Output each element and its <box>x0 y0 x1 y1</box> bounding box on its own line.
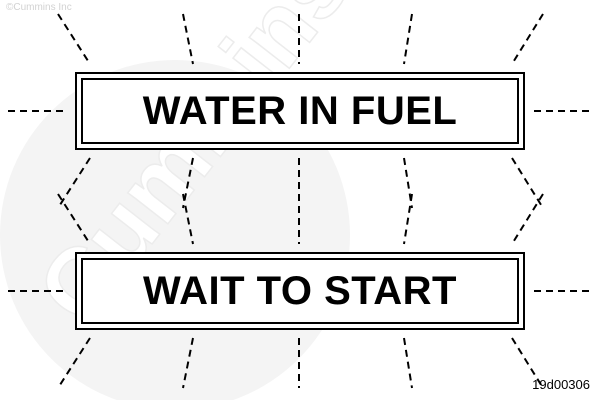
figure-id-label: 19d00306 <box>532 377 590 392</box>
panel-1-ray-top-right <box>403 13 413 65</box>
panel-2-ray-top-far-right <box>511 193 544 245</box>
panel-1-ray-bottom-far-right <box>511 157 544 209</box>
wait-to-start-label: WAIT TO START <box>143 268 457 313</box>
wait-to-start-indicator-frame: WAIT TO START <box>81 258 519 324</box>
panel-1-ray-bottom-far-left <box>57 157 91 209</box>
panel-2-ray-bottom-far-left <box>57 337 91 389</box>
panel-1-ray-top-far-right <box>511 13 544 65</box>
water-in-fuel-indicator-frame: WATER IN FUEL <box>81 78 519 144</box>
panel-1-ray-top-far-left <box>57 13 91 65</box>
panel-2-ray-top-right <box>403 193 413 245</box>
copyright-notice: ©Cummins Inc <box>6 2 72 13</box>
wait-to-start-indicator-lamp: WAIT TO START <box>75 252 525 330</box>
water-in-fuel-label: WATER IN FUEL <box>142 88 458 133</box>
panel-2-ray-top-left <box>182 193 194 245</box>
water-in-fuel-indicator-lamp: WATER IN FUEL <box>75 72 525 150</box>
panel-2-ray-bottom-far-right <box>511 337 544 389</box>
panel-1-ray-top-left <box>182 13 194 65</box>
panel-2-ray-bottom-right <box>403 337 413 389</box>
panel-2-ray-bottom-left <box>182 337 194 389</box>
panel-2-ray-top-far-left <box>57 193 91 245</box>
